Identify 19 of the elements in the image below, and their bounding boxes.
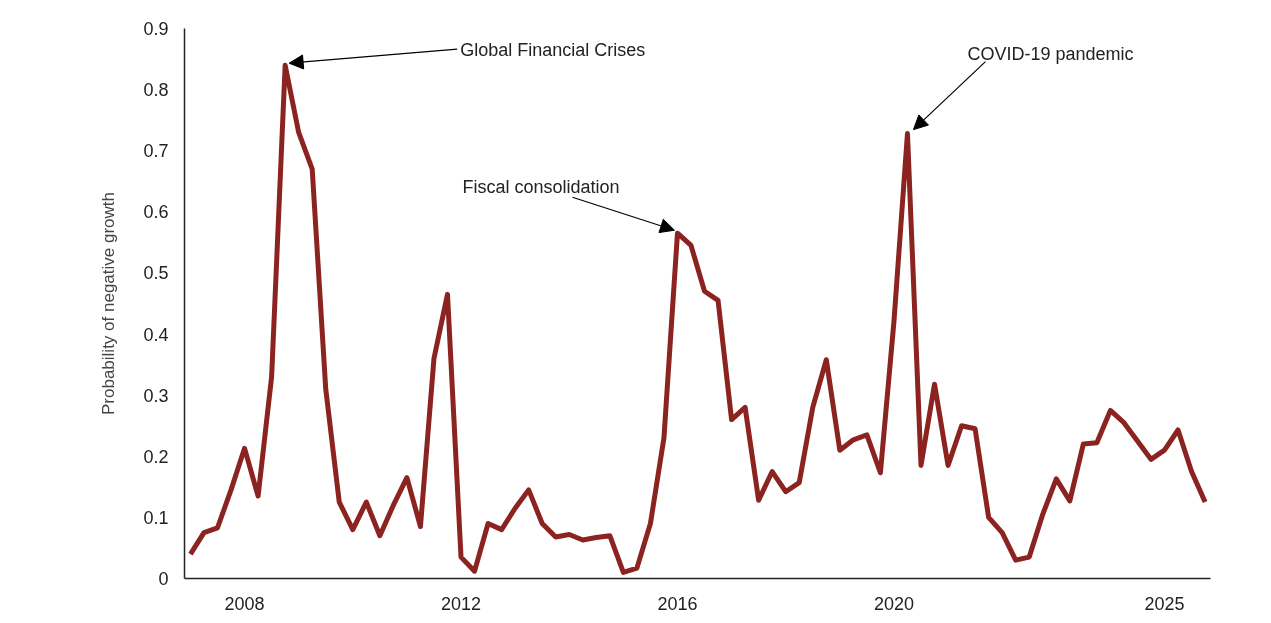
y-tick-label: 0.1 [143, 507, 169, 528]
annotation: Fiscal consolidation [462, 177, 620, 198]
annotation: COVID-19 pandemic [967, 43, 1134, 64]
y-tick-label: 0.2 [143, 446, 169, 467]
x-tick-label: 2016 [657, 593, 698, 614]
x-tick-label: 2020 [873, 593, 914, 614]
y-tick-label: 0.7 [143, 141, 169, 162]
y-tick-label: 0.5 [143, 263, 169, 284]
y-tick-label: 0.8 [143, 80, 169, 101]
x-tick-label: 2025 [1144, 593, 1185, 614]
x-tick-label: 2008 [224, 593, 265, 614]
annotation: Global Financial Crises [460, 40, 646, 61]
y-tick-label: 0 [158, 569, 169, 589]
y-tick-label: 0.9 [143, 19, 169, 39]
x-tick-label: 2012 [441, 593, 482, 614]
y-axis-title: Probability of negative growth [99, 191, 119, 416]
y-tick-label: 0.3 [143, 385, 169, 406]
y-tick-label: 0.4 [143, 324, 169, 345]
y-tick-label: 0.6 [143, 202, 169, 223]
